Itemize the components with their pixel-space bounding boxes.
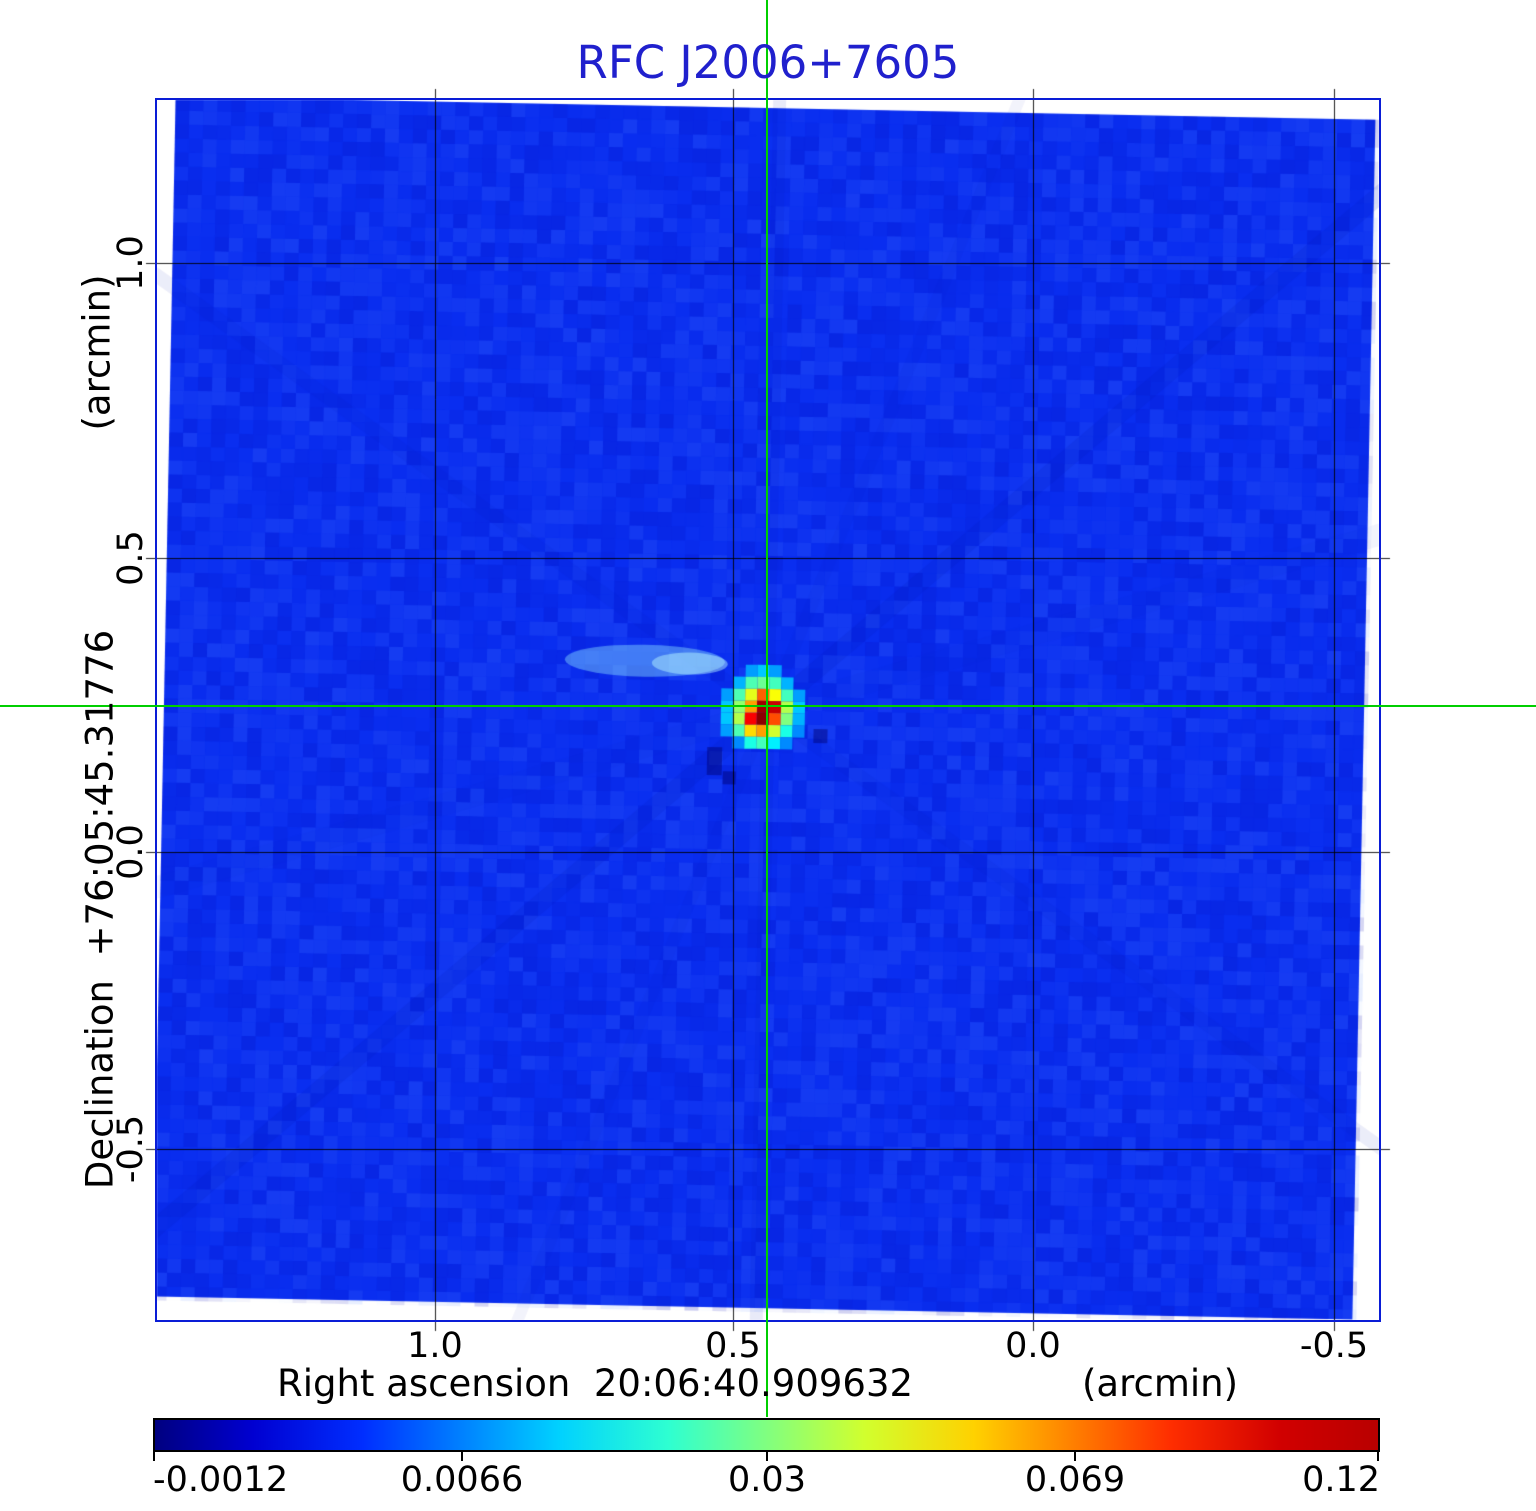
colorbar-tick-label: 0.0066 xyxy=(400,1460,524,1500)
y-tick-label: 0.5 xyxy=(111,530,151,586)
x-tick-label: -0.5 xyxy=(1299,1326,1369,1366)
y-axis-unit-label: (arcmin) xyxy=(75,274,119,431)
colorbar-tick xyxy=(766,1452,768,1461)
x-tick-label: 0.0 xyxy=(1005,1326,1061,1366)
colorbar-tick xyxy=(1074,1452,1076,1461)
x-tick-label: 1.0 xyxy=(407,1326,463,1366)
colorbar-tick-label: 0.12 xyxy=(1302,1460,1380,1500)
colorbar xyxy=(153,1418,1380,1452)
colorbar-tick-label: 0.069 xyxy=(1024,1460,1126,1500)
x-axis-unit-label: (arcmin) xyxy=(1081,1362,1239,1405)
colorbar-tick xyxy=(153,1452,155,1461)
y-axis-label: Declination +76:05:45.31776 xyxy=(78,629,122,1190)
x-tick-label: 0.5 xyxy=(705,1326,761,1366)
crosshair-vertical-line xyxy=(766,0,768,1417)
crosshair-horizontal-line xyxy=(0,705,1536,707)
colorbar-tick xyxy=(461,1452,463,1461)
colorbar-tick-label: -0.0012 xyxy=(153,1460,289,1500)
page-title: RFC J2006+7605 xyxy=(576,36,960,89)
x-axis-label: Right ascension 20:06:40.909632 xyxy=(277,1362,914,1405)
colorbar-tick xyxy=(1377,1452,1379,1461)
colorbar-tick-label: 0.03 xyxy=(728,1460,806,1500)
